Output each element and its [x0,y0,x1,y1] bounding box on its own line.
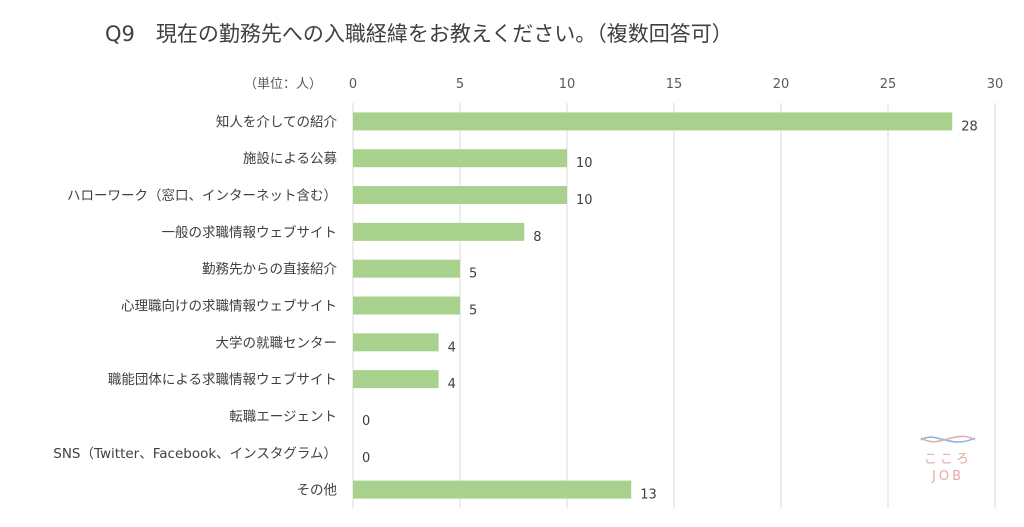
bar [353,296,460,315]
kokoro-job-logo: こころ JOB [920,435,976,484]
unit-label: （単位：人） [244,76,322,92]
category-label: SNS（Twitter、Facebook、インスタグラム） [53,446,337,462]
x-tick-label: 20 [773,77,790,92]
value-label: 5 [469,304,477,319]
category-label: その他 [297,483,338,499]
category-label: 大学の就職センター [216,335,338,351]
category-label: 知人を介しての紹介 [216,113,338,130]
bar [353,259,460,278]
category-label: 心理職向けの求職情報ウェブサイト [121,298,337,315]
category-label: 職能団体による求職情報ウェブサイト [108,371,337,388]
bar [353,333,439,352]
x-axis-ticks: 0 5 10 15 20 25 30 [349,77,1003,92]
category-label: 勤務先からの直接紹介 [202,261,337,278]
x-tick-label: 5 [456,77,464,92]
logo-text-kokoro: こころ [924,452,972,467]
bar [353,222,525,241]
value-label: 10 [576,156,593,171]
x-tick-label: 25 [880,77,897,92]
bar [353,370,439,389]
value-label: 8 [533,230,541,245]
value-label: 4 [448,340,456,355]
gridlines [352,103,996,508]
bar [353,186,567,205]
value-label: 5 [469,267,477,282]
category-label: 一般の求職情報ウェブサイト [162,224,338,241]
bars [353,112,953,499]
value-label: 10 [576,193,593,208]
category-label: ハローワーク（窓口、インターネット含む） [67,187,337,204]
bar [353,480,632,499]
value-label: 13 [640,488,657,503]
category-label: 施設による公募 [243,151,338,167]
logo-wave-pink [920,435,976,443]
x-tick-label: 30 [987,77,1004,92]
x-tick-label: 0 [349,77,357,92]
bar [353,112,953,131]
value-label: 0 [362,414,370,429]
value-labels: 28 10 10 8 5 5 4 4 0 0 13 [362,119,978,502]
value-label: 4 [448,377,456,392]
bar [353,149,567,168]
value-label: 0 [362,451,370,466]
x-tick-label: 15 [666,77,683,92]
x-tick-label: 10 [559,77,576,92]
category-label: 転職エージェント [229,409,337,425]
chart-title: Q9 現在の勤務先への入職経緯をお教えください。（複数回答可） [105,22,733,46]
value-label: 28 [961,119,978,134]
logo-text-job: JOB [931,469,964,484]
